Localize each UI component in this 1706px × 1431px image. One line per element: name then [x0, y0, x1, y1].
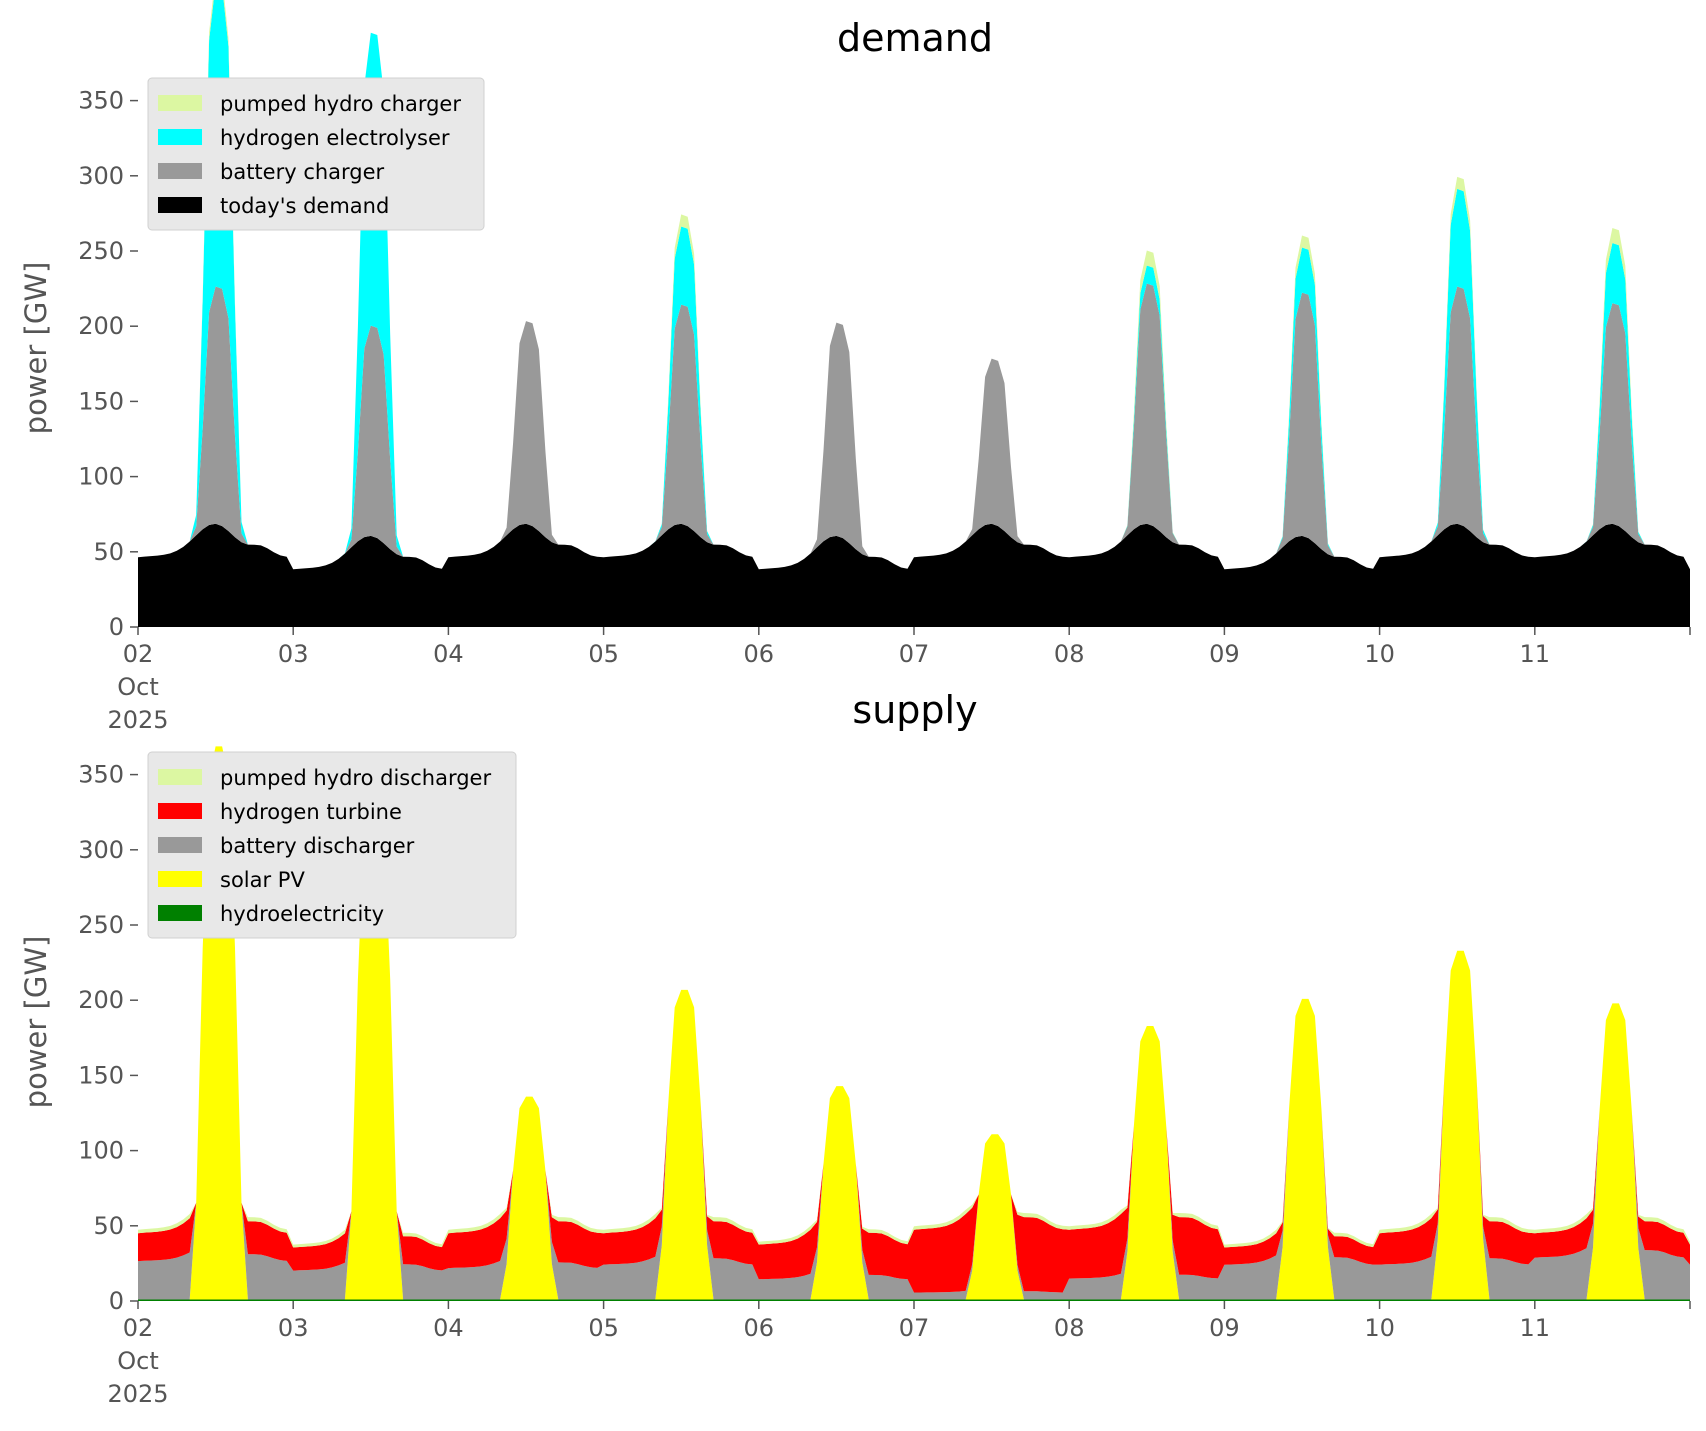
legend-swatch-pumped-hydro-charger: [158, 95, 202, 111]
x-tick-label: 05: [588, 640, 619, 668]
legend-label-pumped-hydro-discharger: pumped hydro discharger: [220, 766, 491, 790]
y-tick-label: 0: [109, 613, 124, 641]
x-tick-label: 11: [1520, 640, 1551, 668]
legend-box: [147, 77, 485, 231]
legend-label-hydrogen-turbine: hydrogen turbine: [220, 800, 402, 824]
x-tick-label: 06: [744, 640, 775, 668]
x-tick-label: 08: [1054, 1314, 1085, 1342]
demand-legend: pumped hydro charger hydrogen electrolyse…: [147, 77, 485, 231]
y-tick-label: 50: [93, 538, 124, 566]
supply-axes: 0 50 100 150 200 250 300 350 02 Oct 2025 03 04 05 06 07…: [78, 761, 1691, 1408]
demand-areas: [138, 0, 1690, 627]
x-tick-label: 03: [278, 640, 309, 668]
demand-y-axis-label: power [GW]: [19, 262, 53, 435]
demand-axes: 0 50 100 150 200 250 300 350 02 Oct 2025 03 04 05 06 07…: [78, 87, 1691, 734]
y-tick-label: 350: [78, 761, 124, 789]
demand-panel: demand power [GW] 0501001502002503003500…: [19, 0, 1691, 734]
x-tick-label: 04: [433, 640, 464, 668]
x-tick-label: 07: [899, 1314, 930, 1342]
x-tick-label: 02 Oct 2025: [107, 1314, 168, 1408]
x-tick-label: 07: [899, 640, 930, 668]
legend-swatch-solar-pv: [158, 871, 202, 887]
legend-swatch-battery-discharger: [158, 837, 202, 853]
legend-label-solar-pv: solar PV: [220, 868, 305, 892]
supply-title: supply: [852, 688, 977, 732]
legend-label-hydrogen-electrolyser: hydrogen electrolyser: [220, 126, 450, 150]
area-today-s-demand: [138, 523, 1690, 627]
y-tick-label: 100: [78, 463, 124, 491]
legend-label-battery-charger: battery charger: [220, 160, 385, 184]
y-tick-label: 150: [78, 1061, 124, 1089]
x-tick-label: 10: [1364, 640, 1395, 668]
y-tick-label: 150: [78, 387, 124, 415]
legend-label-today-s-demand: today's demand: [220, 194, 389, 218]
legend-box: [147, 751, 517, 939]
y-tick-label: 250: [78, 237, 124, 265]
y-tick-label: 350: [78, 87, 124, 115]
y-tick-label: 100: [78, 1137, 124, 1165]
x-tick-label: 09: [1209, 640, 1240, 668]
y-tick-label: 0: [109, 1287, 124, 1315]
x-tick-label: 08: [1054, 640, 1085, 668]
x-tick-label: 09: [1209, 1314, 1240, 1342]
y-tick-label: 300: [78, 836, 124, 864]
legend-swatch-today-s-demand: [158, 197, 202, 213]
legend-swatch-hydrogen-turbine: [158, 803, 202, 819]
x-tick-label: 05: [588, 1314, 619, 1342]
x-tick-label: 02 Oct 2025: [107, 640, 168, 734]
legend-swatch-battery-charger: [158, 163, 202, 179]
legend-label-battery-discharger: battery discharger: [220, 834, 415, 858]
supply-areas: [138, 746, 1690, 1301]
supply-y-axis-label: power [GW]: [19, 936, 53, 1109]
area-hydrogen-turbine: [138, 746, 1690, 1293]
legend-label-hydroelectricity: hydroelectricity: [220, 902, 384, 926]
area-solar-pv: [138, 746, 1690, 1300]
x-tick-label: 11: [1520, 1314, 1551, 1342]
legend-swatch-hydrogen-electrolyser: [158, 129, 202, 145]
y-tick-label: 200: [78, 312, 124, 340]
y-tick-label: 250: [78, 911, 124, 939]
x-tick-label: 06: [744, 1314, 775, 1342]
legend-swatch-hydroelectricity: [158, 905, 202, 921]
area-battery-charger: [138, 283, 1690, 570]
supply-panel: supply power [GW] 0501001502002503003500…: [19, 688, 1691, 1408]
x-tick-label: 10: [1364, 1314, 1395, 1342]
y-tick-label: 300: [78, 162, 124, 190]
area-hydroelectricity: [138, 1299, 1690, 1301]
x-tick-label: 04: [433, 1314, 464, 1342]
y-tick-label: 50: [93, 1212, 124, 1240]
demand-title: demand: [837, 16, 993, 60]
legend-swatch-pumped-hydro-discharger: [158, 769, 202, 785]
supply-legend: pumped hydro discharger hydrogen turbine b…: [147, 751, 517, 939]
x-tick-label: 03: [278, 1314, 309, 1342]
legend-label-pumped-hydro-charger: pumped hydro charger: [220, 92, 461, 116]
y-tick-label: 200: [78, 986, 124, 1014]
